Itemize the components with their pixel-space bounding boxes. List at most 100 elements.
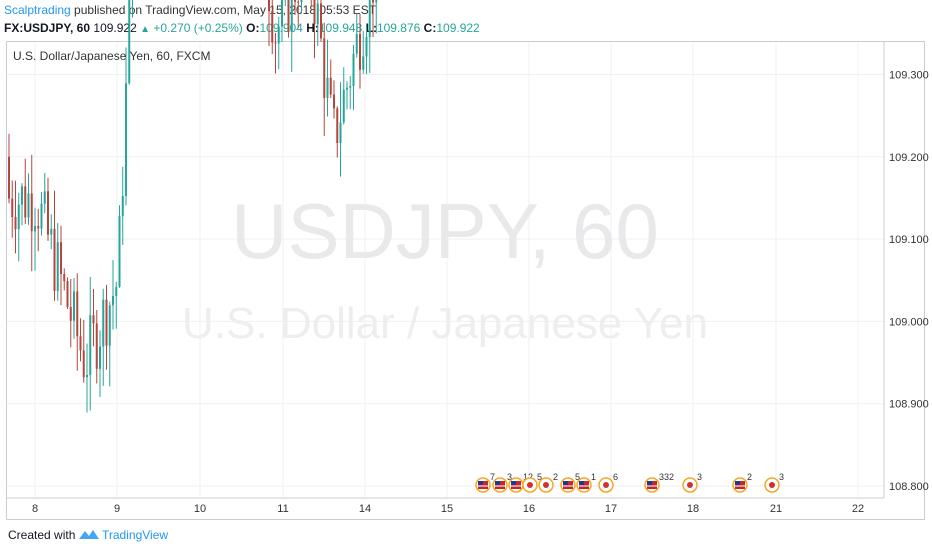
- candle-body: [50, 228, 53, 235]
- candle-body: [95, 323, 98, 369]
- candle: [346, 81, 348, 110]
- candle: [290, 0, 293, 72]
- candle: [112, 260, 114, 330]
- tradingview-logo-icon[interactable]: [78, 527, 100, 543]
- event-marker[interactable]: 3: [764, 472, 784, 493]
- event-marker[interactable]: 2: [538, 472, 558, 493]
- created-with-label: Created with: [8, 528, 76, 542]
- candle-body: [43, 191, 46, 204]
- candle: [82, 319, 85, 383]
- candle: [277, 16, 280, 70]
- event-marker[interactable]: 3: [492, 472, 512, 493]
- event-count: 6: [613, 472, 618, 482]
- event-marker[interactable]: 332: [644, 472, 674, 493]
- candle: [63, 268, 66, 291]
- candle: [323, 22, 326, 136]
- candle: [310, 0, 312, 7]
- open-label: O:: [246, 21, 260, 35]
- candle-body: [17, 204, 20, 230]
- event-marker[interactable]: 7: [475, 472, 495, 493]
- candle: [34, 207, 36, 271]
- price-axis[interactable]: 110.000109.900109.800109.700109.600109.5…: [889, 0, 929, 494]
- candle-body: [92, 315, 95, 324]
- candle-body: [375, 0, 378, 3]
- event-marker[interactable]: 5: [522, 472, 542, 493]
- event-marker[interactable]: 12: [508, 472, 533, 493]
- japan-flag-icon: [687, 482, 693, 488]
- candle: [329, 59, 332, 99]
- chart-pane[interactable]: [6, 41, 925, 520]
- candle-body: [76, 291, 79, 337]
- time-tick-label: 10: [194, 503, 206, 515]
- candle-body: [53, 228, 56, 291]
- candle: [320, 0, 322, 42]
- high-value: 109.948: [318, 21, 363, 35]
- candle: [50, 214, 53, 250]
- candle: [284, 0, 286, 7]
- candle-body: [320, 3, 322, 39]
- event-marker[interactable]: 5: [560, 472, 580, 493]
- candle-body: [329, 77, 332, 95]
- tradingview-link[interactable]: TradingView: [102, 528, 169, 542]
- close-value: 109.922: [436, 21, 480, 35]
- time-tick-label: 21: [770, 503, 782, 515]
- candle-body: [281, 0, 283, 27]
- time-axis[interactable]: 8 9 10 11 14 15 16 17 18 21 22: [32, 503, 864, 515]
- candle: [24, 158, 27, 225]
- candle: [108, 301, 111, 387]
- us-flag-canton: [495, 481, 500, 485]
- event-count: 7: [490, 472, 495, 482]
- price-tick-label: 109.100: [889, 234, 929, 246]
- candle-body: [294, 0, 296, 2]
- candle: [118, 205, 121, 288]
- economic-events[interactable]: 7 3 12 5 2 5 1 6 332 3 2 3: [475, 472, 784, 493]
- candle-body: [268, 0, 270, 12]
- candle-body: [27, 193, 30, 218]
- candle: [73, 277, 75, 339]
- candle: [365, 24, 368, 75]
- candle: [89, 277, 92, 411]
- candle: [102, 288, 105, 386]
- event-marker[interactable]: 6: [598, 472, 618, 493]
- watermark-name: U.S. Dollar / Japanese Yen: [182, 299, 708, 348]
- event-marker[interactable]: 2: [732, 472, 752, 493]
- candle-body: [368, 0, 371, 37]
- footer: Created with TradingView: [0, 520, 932, 550]
- candle-body: [349, 86, 352, 88]
- candle: [368, 0, 371, 73]
- candle-body: [287, 0, 290, 33]
- candle-body: [346, 87, 348, 90]
- author-link[interactable]: Scalptrading: [4, 3, 71, 17]
- candle: [132, 0, 133, 18]
- candle-body: [336, 108, 339, 144]
- event-count: 5: [575, 472, 580, 482]
- up-triangle-icon: ▲: [140, 24, 151, 35]
- candle: [53, 190, 56, 301]
- us-flag-canton: [563, 481, 568, 485]
- event-marker[interactable]: 1: [576, 472, 596, 493]
- time-tick-label: 8: [32, 503, 38, 515]
- candle: [95, 310, 98, 384]
- publish-line: Scalptrading published on TradingView.co…: [4, 3, 376, 17]
- candle: [375, 0, 378, 34]
- event-marker[interactable]: 3: [682, 472, 702, 493]
- candle: [30, 154, 33, 272]
- candle-body: [108, 305, 111, 346]
- close-label: C:: [423, 21, 437, 35]
- last-price: 109.922: [93, 21, 137, 35]
- candle-body: [89, 315, 92, 376]
- candle-body: [21, 186, 23, 205]
- candle-body: [290, 0, 293, 33]
- candle: [342, 67, 345, 125]
- candle-body: [365, 36, 368, 57]
- japan-flag-icon: [603, 482, 609, 488]
- candle-body: [326, 77, 329, 99]
- candle: [60, 225, 62, 306]
- time-tick-label: 9: [114, 503, 120, 515]
- event-count: 3: [779, 472, 784, 482]
- candle-body: [271, 11, 274, 43]
- candle-body: [79, 336, 82, 351]
- us-flag-canton: [647, 481, 652, 485]
- us-flag-canton: [478, 481, 483, 485]
